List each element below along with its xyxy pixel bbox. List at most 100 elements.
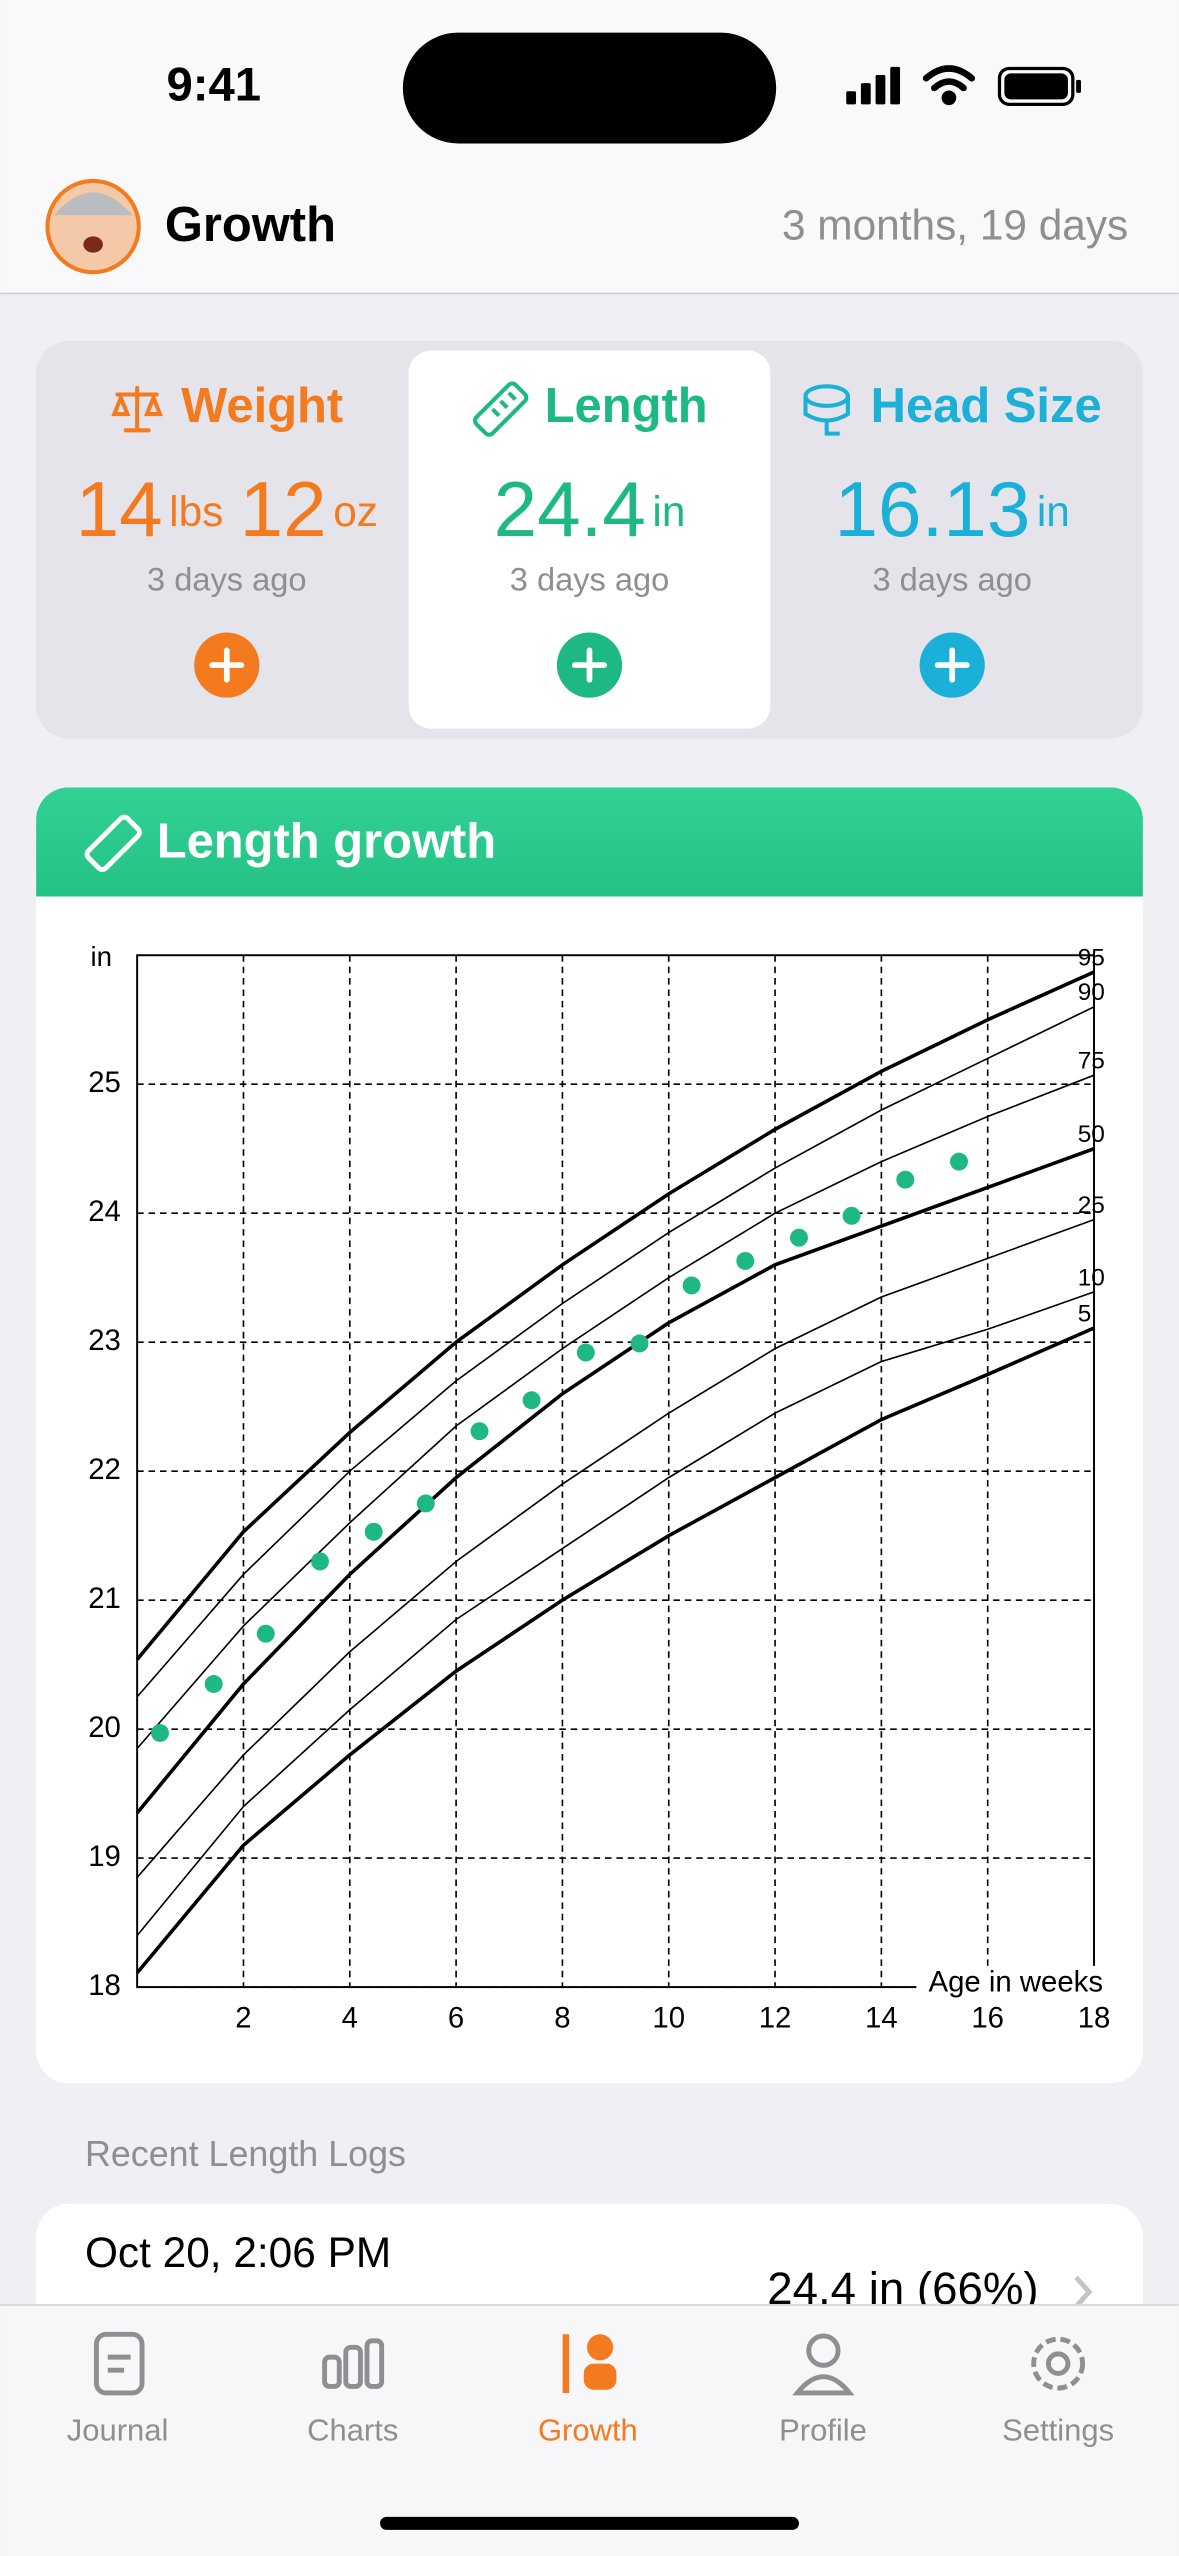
y-axis-label: in <box>91 941 113 972</box>
value-unit: lbs <box>169 488 223 535</box>
y-tick-label: 22 <box>88 1453 121 1486</box>
chart-title: Length growth <box>157 814 496 868</box>
percentile-label: 10 <box>1078 1264 1105 1291</box>
chevron <box>1074 2275 1093 2309</box>
journal-icon <box>93 2331 145 2396</box>
signal-icon <box>846 66 901 105</box>
plot-frame <box>136 954 1095 1989</box>
measurement-point <box>682 1276 701 1295</box>
tape-icon <box>803 384 850 436</box>
percentile-label: 50 <box>1078 1121 1105 1148</box>
growth-icon <box>562 2334 617 2393</box>
value-number: 14 <box>76 465 163 553</box>
y-tick-label: 23 <box>88 1324 121 1357</box>
measurement-point <box>522 1391 541 1410</box>
y-tick-label: 21 <box>88 1582 121 1615</box>
x-axis-label: Age in weeks <box>929 1966 1103 1999</box>
percentile-label: 95 <box>1078 944 1105 971</box>
settings-icon <box>1031 2336 1086 2391</box>
value-unit: in <box>652 488 685 535</box>
metric-label: Length <box>545 379 708 433</box>
profile-icon <box>792 2333 855 2396</box>
log-date: Oct 20, 2:06 PM <box>85 2229 391 2276</box>
page-title: Growth <box>165 198 336 252</box>
dynamic-island <box>402 32 777 144</box>
x-tick-label: 6 <box>448 2001 464 2034</box>
percentile-line <box>135 970 1095 1661</box>
baby-age: 3 months, 19 days <box>782 201 1128 248</box>
plus-sign <box>209 647 245 683</box>
plus-sign <box>571 647 608 683</box>
percentile-line <box>136 1006 1095 1698</box>
value-number: 12 <box>240 465 327 553</box>
wifi-icon <box>922 65 976 106</box>
y-tick-label: 20 <box>88 1711 121 1744</box>
x-tick-label: 4 <box>342 2001 358 2034</box>
tab-label[interactable]: Charts <box>307 2412 398 2447</box>
metric-label: Weight <box>181 379 343 433</box>
ruler-icon <box>84 814 142 872</box>
charts-icon <box>322 2338 385 2389</box>
tab-label[interactable]: Growth <box>538 2412 638 2447</box>
metric-label: Head Size <box>871 379 1102 433</box>
metric-updated: 3 days ago <box>510 561 669 598</box>
measurement-point <box>790 1228 808 1247</box>
avatar[interactable] <box>45 178 141 275</box>
measurement-point <box>576 1343 595 1362</box>
x-tick-label: 12 <box>759 2001 792 2034</box>
measurement-point <box>470 1422 489 1441</box>
x-tick-label: 16 <box>971 2001 1004 2034</box>
ruler-icon <box>472 381 529 437</box>
x-label-bg <box>916 1965 1119 2002</box>
y-tick-label: 24 <box>88 1195 121 1228</box>
tabs: Journal Charts Growth Profile Settings <box>67 2412 1114 2447</box>
section-title: Recent Length Logs <box>85 2134 406 2174</box>
home-indicator <box>380 2516 799 2530</box>
y-tick-label: 25 <box>88 1066 121 1099</box>
measurement-point <box>736 1251 755 1270</box>
value-unit: oz <box>333 488 378 535</box>
measurement-point <box>204 1675 223 1693</box>
value-number: 24.4 <box>494 465 646 553</box>
measurement-point <box>842 1206 861 1225</box>
measurement-point <box>256 1624 275 1643</box>
measurement-point <box>151 1724 169 1742</box>
measurement-point <box>896 1170 915 1189</box>
x-tick-label: 2 <box>235 2001 251 2034</box>
percentile-label: 25 <box>1078 1192 1105 1219</box>
metric-updated: 3 days ago <box>147 561 306 598</box>
y-tick-label: 18 <box>88 1969 121 2002</box>
scale-icon <box>111 385 163 433</box>
battery-icon <box>997 66 1081 106</box>
chart-card <box>36 787 1143 2084</box>
measurement-point <box>311 1552 329 1571</box>
value-number: 16.13 <box>835 465 1031 553</box>
measurement-point <box>630 1334 649 1353</box>
percentile-line <box>136 1218 1095 1878</box>
metric-value: 16.13 in <box>835 465 1070 553</box>
measurement-point <box>364 1522 383 1541</box>
measurement-point <box>416 1494 435 1513</box>
measurement-point <box>950 1152 968 1171</box>
percentile-label: 5 <box>1078 1300 1092 1327</box>
selected-card <box>408 350 771 729</box>
chart-header <box>36 787 1143 897</box>
plus-sign <box>934 647 970 683</box>
percentile-line <box>136 1074 1095 1750</box>
percentile-label: 75 <box>1078 1048 1105 1075</box>
x-tick-label: 18 <box>1078 2001 1111 2034</box>
percentile-label: 90 <box>1078 979 1105 1006</box>
y-tick-label: 19 <box>88 1840 121 1873</box>
percentile-line <box>135 1147 1095 1815</box>
x-tick-label: 14 <box>865 2001 898 2034</box>
percentile-line <box>135 1326 1095 1975</box>
tab-label[interactable]: Journal <box>67 2412 169 2447</box>
clock: 9:41 <box>166 59 261 112</box>
metric-value: 14 lbs 12 oz <box>76 465 378 553</box>
tab-label[interactable]: Settings <box>1002 2412 1114 2447</box>
value-unit: in <box>1037 488 1070 535</box>
tab-label[interactable]: Profile <box>779 2412 867 2447</box>
